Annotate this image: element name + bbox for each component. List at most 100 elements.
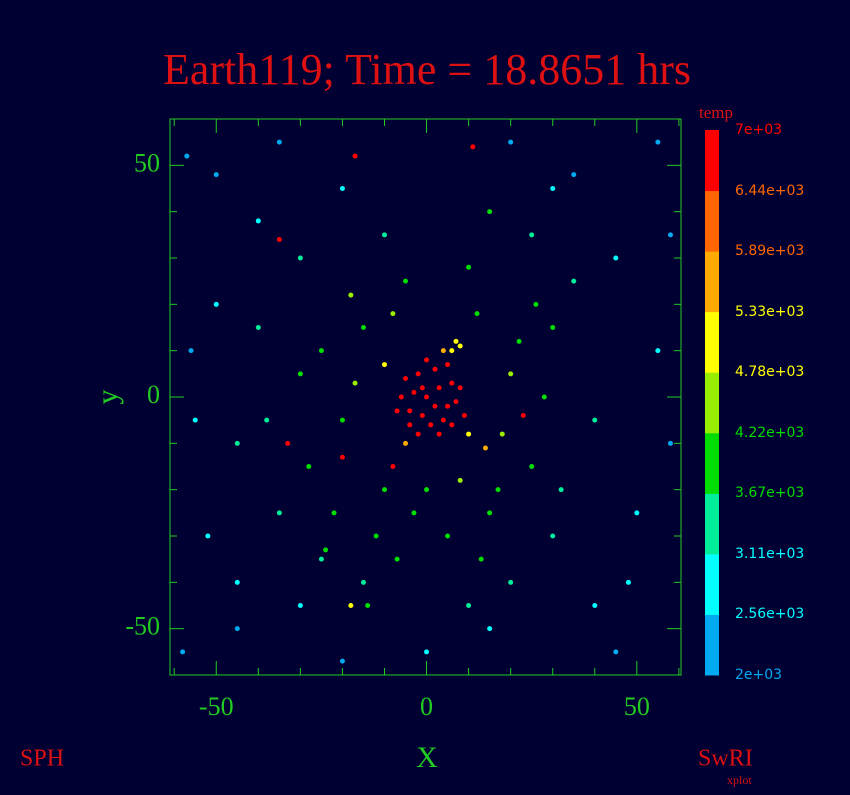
particle: [445, 362, 451, 368]
particle: [339, 186, 345, 191]
particle: [297, 371, 303, 377]
particle: [264, 417, 270, 423]
colorbar-tick-label: 5.89e+03: [735, 243, 804, 259]
particle: [234, 440, 240, 446]
particle: [466, 431, 472, 437]
colorbar-segment: [705, 311, 719, 373]
particle: [180, 649, 186, 655]
x-axis-label: X: [416, 741, 438, 774]
particle: [478, 556, 484, 562]
particle: [352, 380, 358, 386]
particle: [432, 366, 438, 372]
particle: [432, 403, 438, 409]
colorbar-tick-label: 3.67e+03: [735, 485, 804, 501]
particle: [453, 338, 459, 344]
particle: [520, 413, 526, 419]
particle: [352, 153, 358, 159]
particle: [390, 464, 396, 469]
particle: [360, 579, 366, 585]
colorbar-segment: [705, 553, 719, 615]
colorbar-tick-label: 7e+03: [735, 122, 782, 138]
particle: [449, 348, 455, 354]
y-tick-label: 50: [134, 148, 160, 177]
y-tick-label: -50: [125, 612, 160, 641]
particle: [276, 236, 282, 242]
particle: [550, 325, 556, 330]
particle: [184, 153, 190, 159]
particle: [482, 445, 488, 451]
particle: [419, 385, 425, 391]
particle: [571, 278, 577, 284]
particle: [403, 375, 409, 381]
particle: [625, 579, 631, 585]
particle: [461, 413, 467, 419]
particle: [571, 172, 577, 178]
particle: [634, 510, 640, 516]
particle: [390, 311, 396, 317]
particle: [508, 139, 514, 145]
particle: [318, 556, 324, 562]
particle: [424, 394, 430, 400]
particle: [558, 487, 564, 493]
particle: [339, 658, 345, 664]
particle: [457, 343, 463, 349]
particle: [381, 232, 387, 238]
left-note: SPH: [20, 746, 64, 772]
particle: [436, 385, 442, 391]
particle: [411, 389, 417, 395]
particle: [318, 348, 324, 354]
particle: [470, 144, 476, 150]
particle: [440, 348, 446, 354]
particle: [381, 487, 387, 493]
particle: [466, 264, 472, 270]
particle: [424, 357, 430, 363]
particle: [487, 209, 493, 215]
particle: [449, 422, 455, 428]
particle: [550, 186, 556, 191]
colorbar-segment: [705, 251, 719, 313]
particle: [445, 403, 451, 409]
colorbar-segment: [705, 493, 719, 555]
particle: [323, 547, 329, 553]
particle: [403, 440, 409, 446]
particle: [516, 338, 522, 344]
particle: [440, 417, 446, 423]
particle: [297, 255, 303, 261]
particle: [529, 232, 535, 238]
particle: [360, 325, 366, 330]
colorbar-tick-label: 5.33e+03: [735, 304, 804, 320]
particle: [255, 218, 261, 224]
particle: [348, 603, 354, 608]
colorbar-segment: [705, 432, 719, 494]
particle: [592, 417, 598, 423]
particle: [407, 422, 413, 428]
particle: [487, 510, 493, 516]
colorbar-segment: [705, 190, 719, 252]
particle: [348, 292, 354, 298]
particle: [415, 371, 421, 377]
particle: [495, 487, 501, 493]
particle: [234, 626, 240, 632]
particle: [339, 454, 345, 460]
particle: [331, 510, 337, 516]
particle: [541, 394, 547, 400]
particle: [655, 139, 661, 145]
particle: [550, 533, 556, 539]
particle: [415, 431, 421, 437]
particle: [453, 399, 459, 405]
particle: [449, 380, 455, 386]
particle: [192, 417, 198, 423]
colorbar-tick-label: 4.78e+03: [735, 364, 804, 380]
particle: [255, 325, 261, 330]
particle: [508, 579, 514, 585]
particle: [394, 408, 400, 414]
particle: [285, 440, 291, 446]
particle: [613, 255, 619, 261]
colorbar-segment: [705, 614, 719, 676]
particle: [276, 139, 282, 145]
particle: [306, 464, 312, 469]
particle: [499, 431, 505, 437]
colorbar-tick-label: 2e+03: [735, 667, 782, 683]
particle: [297, 603, 303, 608]
